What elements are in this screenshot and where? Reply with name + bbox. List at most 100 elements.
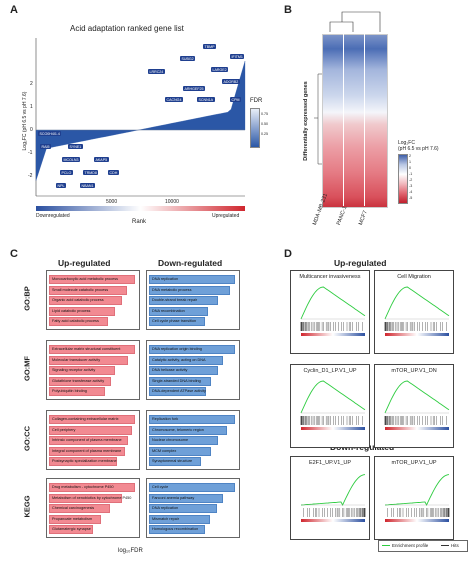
gene-label-up: TBMP bbox=[203, 44, 216, 49]
gsea-plot-title: Multicancer invasiveness bbox=[299, 274, 361, 280]
go-term-label: Drug metabolism - cytochrome P450 bbox=[52, 485, 114, 489]
gene-label-up: ARHGEF25 bbox=[183, 86, 205, 91]
go-term-label: Nuclear chromosome bbox=[152, 438, 189, 442]
go-term-bar: Intrinsic component of plasma membrane bbox=[49, 436, 129, 445]
enrichment-curve bbox=[384, 286, 450, 320]
gsea-plot-title: mTOR_UP.V1_UP bbox=[391, 460, 437, 466]
fdr-tick: 0.50 bbox=[261, 122, 268, 126]
go-term-bar: Integral component of plasma membrane bbox=[49, 446, 125, 456]
go-section-label: GO:MF bbox=[22, 356, 32, 381]
panel-d-up-header: Up-regulated bbox=[334, 258, 387, 268]
gsea-legend: Enrichment profile Hits bbox=[378, 540, 468, 552]
ranked-metric-bar bbox=[301, 427, 365, 430]
go-term-label: Fatty acid catabolic process bbox=[52, 319, 99, 323]
enrichment-curve bbox=[384, 474, 450, 507]
panel-a-letter: A bbox=[10, 4, 18, 16]
go-term-bar: DNA helicase activity bbox=[149, 366, 219, 375]
gsea-plot: mTOR_UP.V1_UP bbox=[374, 456, 454, 540]
go-term-bar: Chemical carcinogenesis bbox=[49, 504, 110, 513]
gene-label-up: SUBG2 bbox=[180, 56, 196, 61]
legend-tick: -1 bbox=[409, 172, 413, 176]
go-term-label: Collagen-containing extracellular matrix bbox=[52, 417, 119, 421]
go-term-label: Lipid catabolic process bbox=[52, 308, 91, 313]
go-term-bar: Replication fork bbox=[149, 415, 235, 424]
go-term-label: Organic acid catabolic process bbox=[52, 298, 104, 302]
go-term-bar: Metabolism of xenobiotics by cytochrome … bbox=[49, 493, 131, 503]
go-term-bar: Cell cycle phase transition bbox=[149, 317, 205, 326]
downregulated-label: Downregulated bbox=[36, 213, 70, 219]
ranked-metric-bar bbox=[301, 333, 365, 336]
gene-label-down: MCOLN3 bbox=[62, 157, 80, 162]
gene-label-up: IFITM1 bbox=[230, 54, 245, 59]
ytick-m1: -1 bbox=[28, 150, 33, 156]
panel-c-xlabel: log₁₀FDR bbox=[118, 548, 143, 554]
panel-b-letter: B bbox=[284, 4, 292, 16]
go-term-bar: Lipid catabolic process bbox=[49, 306, 115, 316]
go-term-label: Glutamatergic synapse bbox=[52, 527, 91, 531]
gsea-plot-title: E2F1_UP.V1_UP bbox=[308, 460, 352, 466]
legend-hits-label: Hits bbox=[451, 543, 459, 548]
gsea-plot: Cyclin_D1_LP.V1_UP bbox=[290, 364, 370, 448]
go-term-bar: Monocarboxylic acid metabolic process bbox=[49, 275, 135, 284]
column-label: MCF7 bbox=[358, 209, 369, 227]
go-term-label: Single-stranded DNA binding bbox=[152, 378, 201, 383]
panel-b-heatmap bbox=[322, 34, 388, 208]
heatmap-legend-bar bbox=[398, 154, 408, 204]
go-term-label: Chemical carcinogenesis bbox=[52, 506, 95, 510]
go-term-bar: DNA recombination bbox=[149, 306, 209, 316]
legend-tick: 0 bbox=[409, 166, 411, 170]
xtick-5000: 5000 bbox=[106, 199, 118, 205]
panel-b-ylabel: Differentially expressed genes bbox=[303, 81, 309, 161]
gene-label-up: LARGE2 bbox=[211, 67, 229, 72]
gene-label-down: NBAN1 bbox=[80, 183, 95, 188]
go-term-bar: Nuclear chromosome bbox=[149, 436, 219, 445]
go-term-label: Intrinsic component of plasma membrane bbox=[52, 438, 122, 442]
go-term-bar: Mismatch repair bbox=[149, 514, 210, 524]
go-term-label: DNA replication bbox=[152, 277, 179, 281]
go-term-bar: Cell cycle bbox=[149, 483, 235, 492]
ytick-2: 2 bbox=[30, 81, 33, 87]
legend-profile-label: Enrichment profile bbox=[392, 543, 429, 548]
go-term-bar: Cell periphery bbox=[49, 425, 132, 435]
go-term-label: DNA metabolic process bbox=[152, 287, 192, 292]
gsea-plot-graphic bbox=[384, 474, 450, 522]
go-term-label: DNA-dependent ATPase activity bbox=[152, 389, 206, 393]
ranked-metric-bar bbox=[385, 333, 449, 336]
go-term-bar: Homologous recombination bbox=[149, 525, 205, 534]
gene-label-up: CACNG4 bbox=[165, 97, 183, 102]
enrichment-curve bbox=[300, 474, 366, 507]
go-term-label: Small molecule catabolic process bbox=[52, 287, 109, 292]
go-term-label: Replication fork bbox=[152, 417, 179, 421]
gene-label-up: ADORB2 bbox=[222, 79, 240, 84]
legend-tick: 1 bbox=[409, 160, 411, 164]
xtick-10000: 10000 bbox=[165, 199, 179, 205]
legend-tick: 2 bbox=[409, 154, 411, 158]
panel-b-dendrogram bbox=[329, 11, 381, 32]
go-term-label: Cell cycle phase transition bbox=[152, 319, 197, 323]
gene-label-down: CDH bbox=[108, 170, 119, 175]
gene-label-down: RAI5 bbox=[40, 144, 51, 149]
go-term-label: Catalytic activity, acting on DNA bbox=[152, 357, 206, 362]
legend-tick: -3 bbox=[409, 184, 413, 188]
legend-tick: -5 bbox=[409, 196, 413, 200]
go-section-label: GO:CC bbox=[22, 426, 32, 451]
gsea-plot: E2F1_UP.V1_UP bbox=[290, 456, 370, 540]
go-term-bar: Glutamatergic synapse bbox=[49, 525, 93, 534]
go-term-label: Propanoate metabolism bbox=[52, 516, 93, 521]
go-term-label: Mismatch repair bbox=[152, 516, 180, 521]
go-term-label: Glutathione transferase activity bbox=[52, 378, 105, 383]
gene-label-down: PCLO bbox=[60, 170, 73, 175]
gsea-plot: Cell Migration bbox=[374, 270, 454, 354]
go-term-label: Monocarboxylic acid metabolic process bbox=[52, 277, 119, 281]
go-term-bar: Polyubiquitin binding bbox=[49, 387, 105, 396]
ytick-1: 1 bbox=[30, 104, 33, 110]
enrichment-curve bbox=[300, 286, 366, 320]
go-term-bar: Organic acid catabolic process bbox=[49, 296, 122, 305]
go-term-label: Double-strand break repair bbox=[152, 298, 198, 302]
gene-label-down: NPL bbox=[56, 183, 66, 188]
go-term-label: Extracellular matrix structural constitu… bbox=[52, 347, 121, 351]
panel-a-ylabel: Log₂FC (pH 6.5 vs pH 7.6) bbox=[22, 91, 28, 151]
legend-tick: -2 bbox=[409, 178, 413, 182]
go-term-bar: Drug metabolism - cytochrome P450 bbox=[49, 483, 135, 492]
fdr-label: FDR bbox=[250, 98, 263, 104]
